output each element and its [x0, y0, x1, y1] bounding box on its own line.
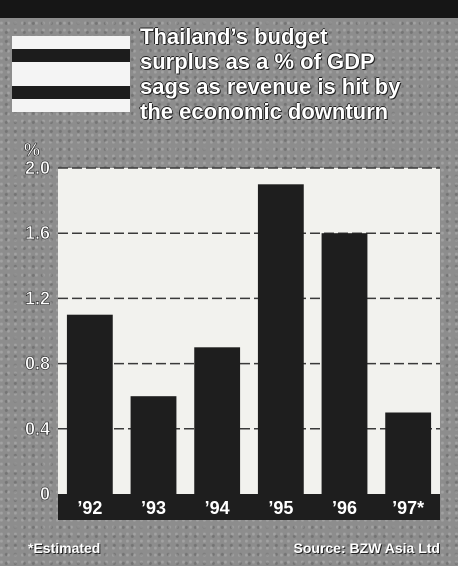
x-tick-label: ’93 — [141, 498, 166, 518]
x-tick-label: ’97* — [392, 498, 424, 518]
flag-band-top — [12, 36, 130, 49]
y-tick-label: 0.4 — [25, 419, 50, 439]
chart-title-line: sags as revenue is hit by — [140, 74, 401, 99]
y-tick-label: 1.2 — [25, 288, 50, 308]
footnote: *Estimated — [28, 540, 101, 556]
bar — [321, 233, 368, 494]
bar — [385, 412, 432, 494]
flag-band-upper-dark — [12, 49, 130, 62]
flag-band-bottom — [12, 99, 130, 112]
y-tick-label: 0.8 — [25, 354, 50, 374]
flag-band-lower-dark — [12, 86, 130, 99]
bar-chart: 0 0.4 0.8 1.2 1.6 2.0% ’92 ’93 ’94 ’95 ’96 ’97* — [24, 140, 440, 520]
y-axis-label: % — [24, 140, 40, 160]
chart-title-line: the economic downturn — [140, 99, 389, 124]
flag-band-center — [12, 62, 130, 86]
chart-title-line: surplus as a % of GDP — [140, 49, 375, 74]
top-band — [0, 0, 458, 18]
y-tick-label: 0 — [40, 484, 50, 504]
x-tick-label: ’95 — [268, 498, 293, 518]
chart-title-line: Thailand’s budget — [140, 24, 328, 49]
bar — [194, 347, 241, 494]
thailand-flag-icon — [12, 36, 130, 112]
x-tick-label: ’92 — [77, 498, 102, 518]
plot-area — [58, 168, 440, 494]
x-tick-label: ’96 — [332, 498, 357, 518]
chart-title: Thailand’s budget surplus as a % of GDP … — [140, 24, 450, 124]
source-credit: Source: BZW Asia Ltd — [293, 540, 441, 556]
bar — [66, 314, 113, 494]
bar — [130, 396, 177, 494]
bar — [257, 184, 304, 495]
y-tick-label: 1.6 — [25, 223, 50, 243]
x-axis-band — [58, 494, 440, 520]
x-tick-label: ’94 — [205, 498, 230, 518]
y-tick-label: 2.0 — [25, 158, 50, 178]
